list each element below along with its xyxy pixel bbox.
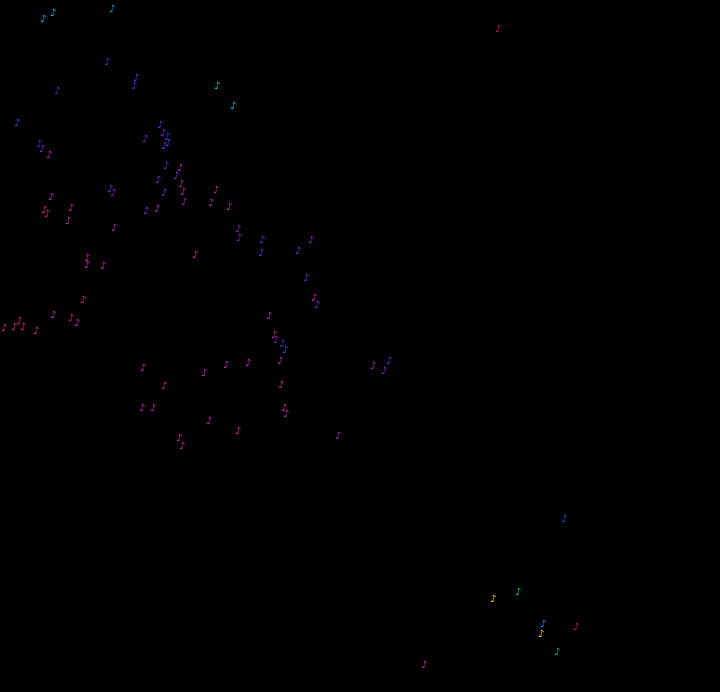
music-eighth-note-particle: ♪ — [84, 260, 91, 271]
music-eighth-note-particle: ♪ — [155, 175, 162, 186]
music-eighth-note-particle: ♪ — [107, 184, 114, 195]
music-eighth-note-particle: ♪ — [39, 144, 46, 155]
music-eighth-note-particle: ♪ — [33, 326, 40, 337]
music-eighth-note-particle: ♪ — [161, 141, 168, 152]
music-eighth-note-particle: ♪ — [11, 322, 18, 333]
music-eighth-note-particle: ♪ — [258, 248, 265, 259]
music-eighth-note-particle: ♪ — [381, 366, 388, 377]
music-eighth-note-particle: ♪ — [161, 381, 168, 392]
music-eighth-note-particle: ♪ — [54, 86, 61, 97]
music-eighth-note-particle: ♪ — [74, 318, 81, 329]
music-eighth-note-particle: ♪ — [230, 101, 237, 112]
music-eighth-note-particle: ♪ — [538, 629, 545, 640]
music-eighth-note-particle: ♪ — [164, 132, 171, 143]
music-eighth-note-particle: ♪ — [266, 311, 273, 322]
music-eighth-note-particle: ♪ — [68, 203, 75, 214]
music-eighth-note-particle: ♪ — [163, 161, 170, 172]
music-eighth-note-particle: ♪ — [314, 300, 321, 311]
music-eighth-note-particle: ♪ — [14, 118, 21, 129]
music-eighth-note-particle: ♪ — [179, 441, 186, 452]
music-eighth-note-particle: ♪ — [386, 356, 393, 367]
music-eighth-note-particle: ♪ — [236, 233, 243, 244]
music-eighth-note-particle: ♪ — [278, 380, 285, 391]
music-eighth-note-particle: ♪ — [573, 622, 580, 633]
music-eighth-note-particle: ♪ — [65, 216, 72, 227]
music-eighth-note-particle: ♪ — [161, 188, 168, 199]
music-eighth-note-particle: ♪ — [41, 205, 48, 216]
music-eighth-note-particle: ♪ — [308, 235, 315, 246]
music-eighth-note-particle: ♪ — [561, 514, 568, 525]
music-eighth-note-particle: ♪ — [495, 24, 502, 35]
music-eighth-note-particle: ♪ — [177, 163, 184, 174]
music-eighth-note-particle: ♪ — [490, 594, 497, 605]
music-eighth-note-particle: ♪ — [226, 202, 233, 213]
music-eighth-note-particle: ♪ — [84, 253, 91, 264]
music-eighth-note-particle: ♪ — [44, 209, 51, 220]
music-eighth-note-particle: ♪ — [1, 323, 8, 334]
music-eighth-note-particle: ♪ — [173, 171, 180, 182]
music-eighth-note-particle: ♪ — [36, 139, 43, 150]
music-eighth-note-particle: ♪ — [104, 57, 111, 68]
music-eighth-note-particle: ♪ — [259, 235, 266, 246]
music-eighth-note-particle: ♪ — [139, 403, 146, 414]
music-eighth-note-particle: ♪ — [110, 188, 117, 199]
music-eighth-note-particle: ♪ — [181, 197, 188, 208]
music-eighth-note-particle: ♪ — [277, 356, 284, 367]
music-eighth-note-particle: ♪ — [20, 322, 27, 333]
music-eighth-note-particle: ♪ — [335, 431, 342, 442]
music-eighth-note-particle: ♪ — [214, 81, 221, 92]
music-eighth-note-particle: ♪ — [235, 224, 242, 235]
music-eighth-note-particle: ♪ — [100, 261, 107, 272]
music-eighth-note-particle: ♪ — [157, 120, 164, 131]
music-eighth-note-particle: ♪ — [150, 403, 157, 414]
music-eighth-note-particle: ♪ — [50, 310, 57, 321]
music-eighth-note-particle: ♪ — [178, 179, 185, 190]
music-eighth-note-particle: ♪ — [554, 647, 561, 658]
music-eighth-note-particle: ♪ — [50, 8, 57, 19]
music-eighth-note-particle: ♪ — [421, 660, 428, 671]
music-eighth-note-particle: ♪ — [176, 433, 183, 444]
music-eighth-note-particle: ♪ — [223, 360, 230, 371]
music-eighth-note-particle: ♪ — [208, 198, 215, 209]
music-eighth-note-particle: ♪ — [201, 368, 208, 379]
music-eighth-note-particle: ♪ — [80, 295, 87, 306]
music-eighth-note-particle: ♪ — [40, 14, 47, 25]
music-eighth-note-particle: ♪ — [143, 206, 150, 217]
music-eighth-note-particle: ♪ — [133, 73, 140, 84]
music-eighth-note-particle: ♪ — [140, 363, 147, 374]
music-eighth-note-particle: ♪ — [46, 150, 53, 161]
music-eighth-note-particle: ♪ — [206, 416, 213, 427]
music-eighth-note-particle: ♪ — [303, 273, 310, 284]
music-eighth-note-particle: ♪ — [180, 187, 187, 198]
music-eighth-note-particle: ♪ — [68, 313, 75, 324]
music-eighth-note-particle: ♪ — [142, 134, 149, 145]
music-eighth-note-particle: ♪ — [109, 4, 116, 15]
music-eighth-note-particle: ♪ — [311, 293, 318, 304]
music-eighth-note-particle: ♪ — [279, 339, 286, 350]
music-eighth-note-particle: ♪ — [282, 345, 289, 356]
music-eighth-note-particle: ♪ — [192, 250, 199, 261]
music-eighth-note-particle: ♪ — [245, 358, 252, 369]
music-eighth-note-particle: ♪ — [235, 426, 242, 437]
music-eighth-note-particle: ♪ — [273, 335, 280, 346]
music-eighth-note-particle: ♪ — [283, 409, 290, 420]
music-eighth-note-particle: ♪ — [271, 330, 278, 341]
music-eighth-note-particle: ♪ — [160, 128, 167, 139]
music-eighth-note-particle: ♪ — [213, 185, 220, 196]
music-eighth-note-particle: ♪ — [165, 138, 172, 149]
music-eighth-note-particle: ♪ — [48, 192, 55, 203]
music-eighth-note-particle: ♪ — [540, 619, 547, 630]
music-eighth-note-particle: ♪ — [16, 316, 23, 327]
music-eighth-note-particle: ♪ — [515, 587, 522, 598]
music-eighth-note-particle: ♪ — [295, 246, 302, 257]
music-eighth-note-particle: ♪ — [131, 81, 138, 92]
music-eighth-note-particle: ♪ — [281, 403, 288, 414]
music-eighth-note-particle: ♪ — [154, 204, 161, 215]
music-eighth-note-particle: ♪ — [111, 223, 118, 234]
music-eighth-note-particle: ♪ — [370, 361, 377, 372]
